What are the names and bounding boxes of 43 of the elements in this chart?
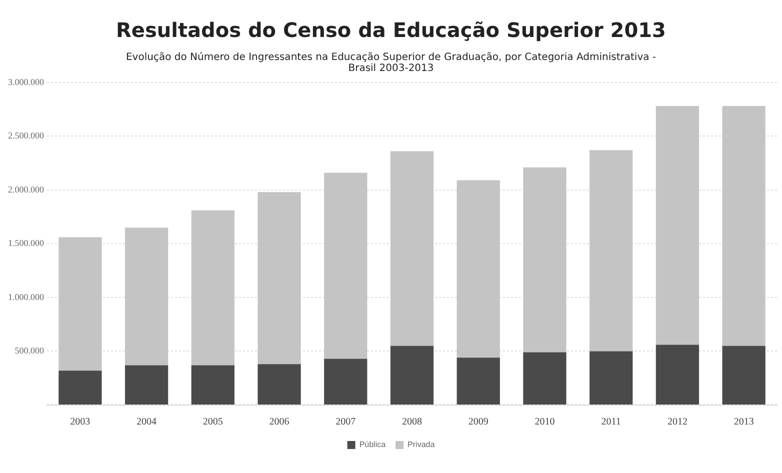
bar xyxy=(390,151,434,346)
bar xyxy=(523,167,566,352)
bar xyxy=(124,228,168,366)
bar xyxy=(124,365,168,404)
y-tick-label: 1.500.000 xyxy=(8,238,44,248)
bar xyxy=(58,370,102,404)
chart-subtitle: Evolução do Número de Ingressantes na Educação Superior de Graduação, por Categoria Administrativa - Brasil 2003-2013 xyxy=(124,52,658,74)
bar xyxy=(58,237,102,371)
x-tick-label: 2009 xyxy=(468,416,488,428)
y-tick-label: 1.000.000 xyxy=(8,292,44,302)
bar xyxy=(656,106,700,345)
bar xyxy=(324,172,368,359)
bar xyxy=(191,210,234,366)
bar xyxy=(191,365,234,404)
x-tick-label: 2008 xyxy=(402,416,422,428)
bar xyxy=(258,192,301,364)
bar xyxy=(258,364,301,404)
bar xyxy=(656,344,700,404)
bar xyxy=(722,106,766,346)
legend-label: Pública xyxy=(359,440,386,450)
bar xyxy=(456,180,500,358)
y-tick-label: 500.000 xyxy=(14,346,44,356)
y-tick-label: 2.000.000 xyxy=(8,184,44,194)
x-tick-label: 2012 xyxy=(667,416,688,428)
legend-label: Privada xyxy=(408,440,436,450)
bar xyxy=(523,352,566,404)
x-tick-label: 2003 xyxy=(70,416,90,428)
bar xyxy=(390,346,434,404)
bar xyxy=(456,358,500,404)
chart-title: Resultados do Censo da Educação Superior 2013 xyxy=(115,18,667,42)
x-tick-label: 2007 xyxy=(336,416,356,428)
x-tick-label: 2011 xyxy=(601,416,621,428)
bar xyxy=(722,346,766,404)
x-tick-label: 2006 xyxy=(269,416,290,428)
bar xyxy=(590,150,633,352)
x-tick-label: 2013 xyxy=(734,416,754,428)
bar xyxy=(590,351,633,404)
y-tick-label: 3.000.000 xyxy=(8,76,44,87)
x-tick-label: 2004 xyxy=(136,416,157,428)
x-tick-label: 2010 xyxy=(534,416,555,428)
bar xyxy=(324,358,368,404)
x-tick-label: 2005 xyxy=(202,416,223,428)
y-tick-label: 2.500.000 xyxy=(8,130,44,141)
